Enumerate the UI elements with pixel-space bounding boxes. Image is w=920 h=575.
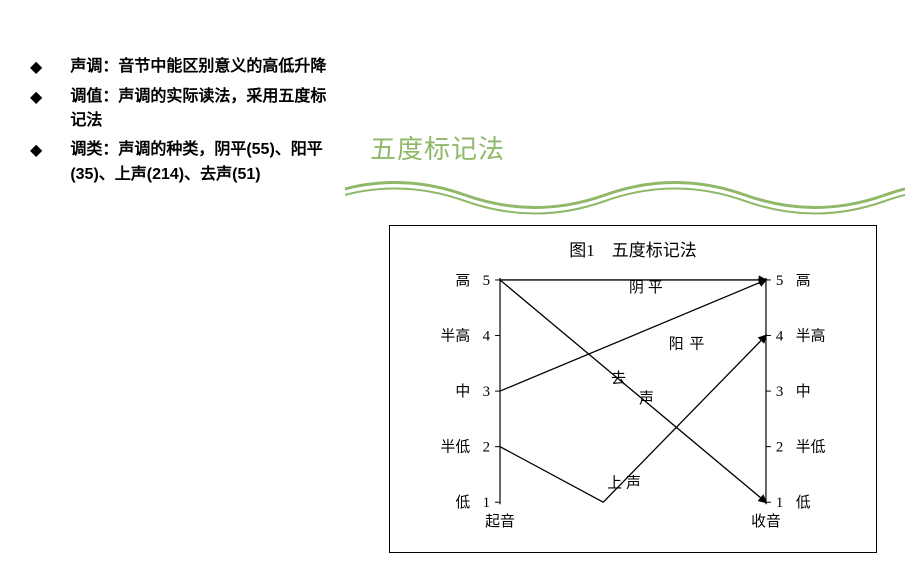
svg-text:5: 5: [776, 274, 783, 289]
svg-text:1: 1: [483, 495, 490, 511]
bullet-text: 调值：声调的实际读法，采用五度标记法: [70, 85, 330, 135]
bullet-marker: ◆: [30, 138, 42, 164]
panel-title: 五度标记法: [370, 129, 505, 166]
bullet-marker: ◆: [30, 85, 42, 111]
svg-text:起音: 起音: [485, 513, 515, 530]
svg-text:半高: 半高: [796, 327, 826, 344]
svg-text:高: 高: [455, 274, 470, 289]
svg-text:收音: 收音: [751, 513, 781, 530]
svg-text:半低: 半低: [441, 439, 471, 456]
bullet-marker: ◆: [30, 55, 42, 81]
svg-text:3: 3: [483, 384, 490, 400]
bullet-text: 调类：声调的种类，阴平(55)、阳平(35)、上声(214)、去声(51): [70, 138, 330, 188]
svg-text:低: 低: [455, 494, 470, 511]
svg-text:半低: 半低: [796, 439, 826, 456]
svg-text:高: 高: [796, 274, 811, 289]
wave-decoration: [345, 175, 905, 215]
bullet-text: 声调：音节中能区别意义的高低升降: [70, 55, 326, 80]
svg-text:阴平: 阴平: [629, 279, 667, 296]
svg-text:低: 低: [796, 494, 811, 511]
bullet-item: ◆ 调值：声调的实际读法，采用五度标记法: [30, 85, 330, 135]
bullet-item: ◆ 声调：音节中能区别意义的高低升降: [30, 55, 330, 81]
svg-text:2: 2: [483, 440, 490, 456]
bullet-item: ◆ 调类：声调的种类，阴平(55)、阳平(35)、上声(214)、去声(51): [30, 138, 330, 188]
svg-text:上声: 上声: [607, 473, 645, 491]
right-panel: 五度标记法 图1 五度标记法 5高5高4半高4半高3中3中2半低2半低1低1低起…: [345, 95, 905, 575]
svg-text:阳平: 阳平: [669, 335, 711, 352]
svg-text:4: 4: [483, 328, 491, 344]
svg-text:1: 1: [776, 495, 783, 511]
svg-text:5: 5: [483, 274, 490, 289]
tone-diagram: 图1 五度标记法 5高5高4半高4半高3中3中2半低2半低1低1低起音收音阴平阳…: [389, 225, 877, 553]
svg-text:4: 4: [776, 328, 784, 344]
svg-text:去: 去: [611, 370, 626, 387]
svg-text:半高: 半高: [441, 327, 471, 344]
svg-text:3: 3: [776, 384, 783, 400]
tone-chart-svg: 5高5高4半高4半高3中3中2半低2半低1低1低起音收音阴平阳平去声上声: [430, 274, 836, 532]
bullet-list: ◆ 声调：音节中能区别意义的高低升降 ◆ 调值：声调的实际读法，采用五度标记法 …: [30, 55, 330, 192]
svg-text:2: 2: [776, 440, 783, 456]
svg-text:声: 声: [639, 389, 654, 407]
svg-text:中: 中: [455, 383, 470, 400]
svg-text:中: 中: [796, 383, 811, 400]
chart-area: 5高5高4半高4半高3中3中2半低2半低1低1低起音收音阴平阳平去声上声: [430, 274, 836, 532]
diagram-caption: 图1 五度标记法: [390, 236, 876, 261]
